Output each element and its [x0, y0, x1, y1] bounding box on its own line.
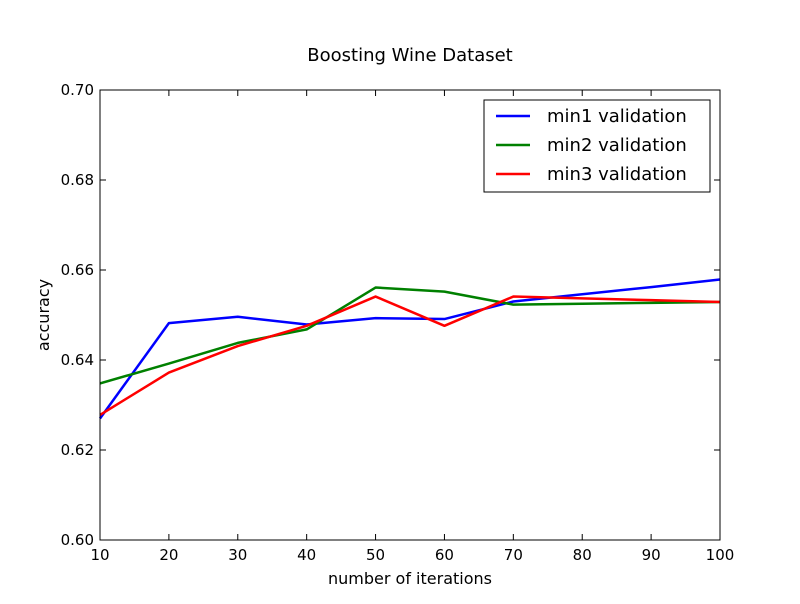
x-tick-label: 70: [504, 546, 523, 564]
plot-frame: [99, 89, 721, 541]
x-axis-label: number of iterations: [328, 569, 492, 588]
y-tick-label: 0.66: [61, 261, 94, 279]
series-line-3: [99, 295, 721, 416]
y-axis: 0.60 0.62 0.64 0.66 0.68 0.70: [61, 81, 720, 549]
legend-label: min2 validation: [547, 135, 687, 156]
x-tick-label: 20: [159, 546, 178, 564]
legend-label: min3 validation: [547, 164, 687, 185]
y-tick-label: 0.64: [61, 351, 94, 369]
x-tick-label: 40: [297, 546, 316, 564]
x-tick-label: 90: [642, 546, 661, 564]
x-axis: 10 20 30 40 50 60 70 80 90 100: [90, 90, 734, 564]
y-tick-label: 0.70: [61, 81, 94, 99]
x-tick-label: 10: [90, 546, 109, 564]
series-line-2: [99, 286, 721, 385]
x-tick-label: 100: [706, 546, 735, 564]
series-layer: [98, 278, 721, 420]
chart-title: Boosting Wine Dataset: [307, 45, 512, 66]
x-tick-label: 80: [573, 546, 592, 564]
series-line-1: [98, 278, 721, 420]
x-tick-label: 50: [366, 546, 385, 564]
y-axis-label: accuracy: [34, 279, 53, 351]
y-tick-label: 0.68: [61, 171, 94, 189]
y-tick-label: 0.62: [61, 441, 94, 459]
x-tick-label: 60: [435, 546, 454, 564]
y-tick-label: 0.60: [61, 531, 94, 549]
legend-label: min1 validation: [547, 106, 687, 127]
legend: min1 validation min2 validation min3 valid…: [483, 99, 711, 193]
x-tick-label: 30: [228, 546, 247, 564]
